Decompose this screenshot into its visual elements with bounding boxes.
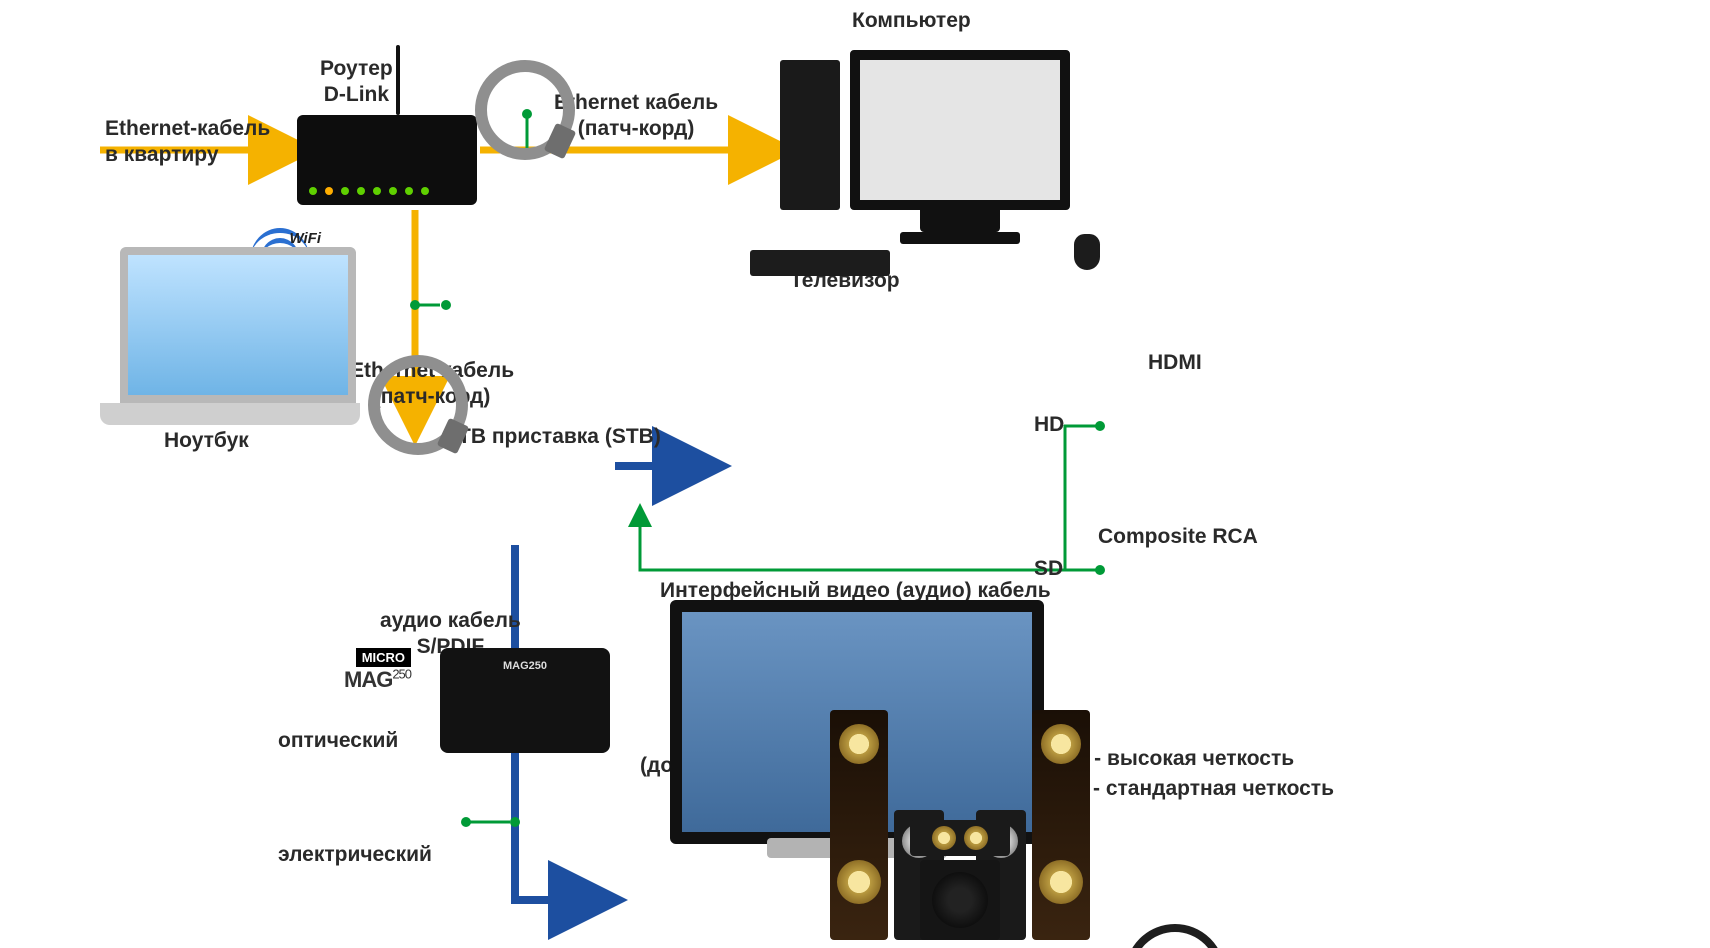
label-ethernet1: Ethernet кабель (патч-корд): [554, 90, 718, 143]
speaker-system: [830, 660, 1090, 940]
label-sd: SD: [1034, 556, 1063, 582]
edge-interface-cable: [640, 425, 1065, 570]
label-router: Роутер D-Link: [320, 56, 393, 109]
hdmi-cable-icon: [1125, 924, 1225, 948]
label-stb: ТВ приставка (STB): [458, 424, 661, 450]
label-composite: Composite RCA: [1098, 524, 1258, 550]
router-device: [297, 115, 477, 205]
label-optical: оптический: [278, 728, 398, 754]
laptop-device: [100, 403, 360, 425]
wifi-text: WiFi: [289, 230, 321, 247]
label-laptop: Ноутбук: [164, 428, 249, 454]
stb-model: MAG250: [503, 660, 547, 672]
label-sd-desc: SD - стандартная четкость: [1058, 776, 1334, 802]
ethernet-cable-icon-1: [475, 60, 575, 160]
label-hd-desc: HD - высокая четкость: [1058, 746, 1294, 772]
label-ethernet-in: Ethernet-кабель в квартиру: [105, 116, 270, 169]
ethernet-cable-icon-2: [368, 355, 468, 455]
stb-logo: MICRO MAG250: [344, 648, 411, 693]
label-computer: Компьютер: [852, 8, 971, 34]
label-electrical: электрический: [278, 842, 432, 868]
label-hdmi: HDMI: [1148, 350, 1202, 376]
computer-device: [850, 50, 1070, 210]
label-hd: HD: [1034, 412, 1064, 438]
stb-device: MAG250 MICRO MAG250: [440, 648, 610, 753]
